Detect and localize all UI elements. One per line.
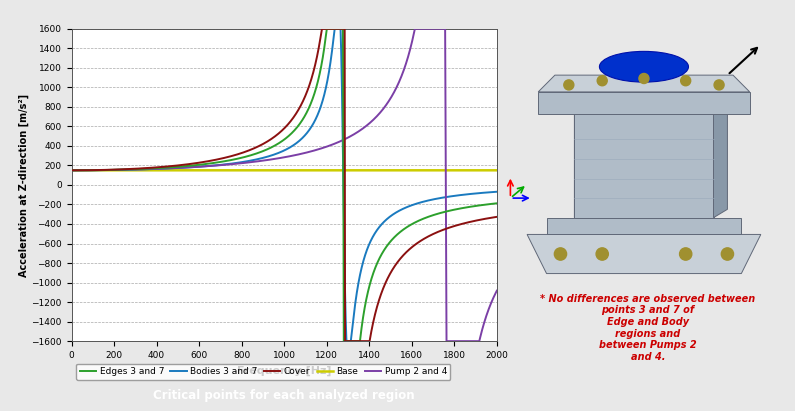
Ellipse shape bbox=[599, 51, 688, 82]
Circle shape bbox=[714, 80, 724, 90]
Circle shape bbox=[681, 76, 691, 86]
Polygon shape bbox=[547, 218, 742, 234]
Polygon shape bbox=[538, 92, 750, 114]
Circle shape bbox=[554, 248, 567, 260]
Circle shape bbox=[721, 248, 734, 260]
X-axis label: Frequency [Hz]: Frequency [Hz] bbox=[237, 365, 332, 376]
Circle shape bbox=[564, 80, 574, 90]
Polygon shape bbox=[574, 114, 714, 218]
Polygon shape bbox=[527, 234, 761, 274]
Circle shape bbox=[680, 248, 692, 260]
Circle shape bbox=[597, 76, 607, 86]
Polygon shape bbox=[714, 106, 727, 218]
Polygon shape bbox=[574, 106, 588, 218]
Circle shape bbox=[596, 248, 608, 260]
Y-axis label: Acceleration at Z-direction [m/s²]: Acceleration at Z-direction [m/s²] bbox=[18, 93, 29, 277]
Text: * No differences are observed between
points 3 and 7 of
Edge and Body
regions an: * No differences are observed between po… bbox=[541, 294, 755, 362]
Text: Critical points for each analyzed region: Critical points for each analyzed region bbox=[153, 389, 415, 402]
Circle shape bbox=[639, 74, 649, 83]
Polygon shape bbox=[538, 75, 750, 92]
Legend: Edges 3 and 7, Bodies 3 and 7, Cover, Base, Pump 2 and 4: Edges 3 and 7, Bodies 3 and 7, Cover, Ba… bbox=[76, 364, 451, 380]
